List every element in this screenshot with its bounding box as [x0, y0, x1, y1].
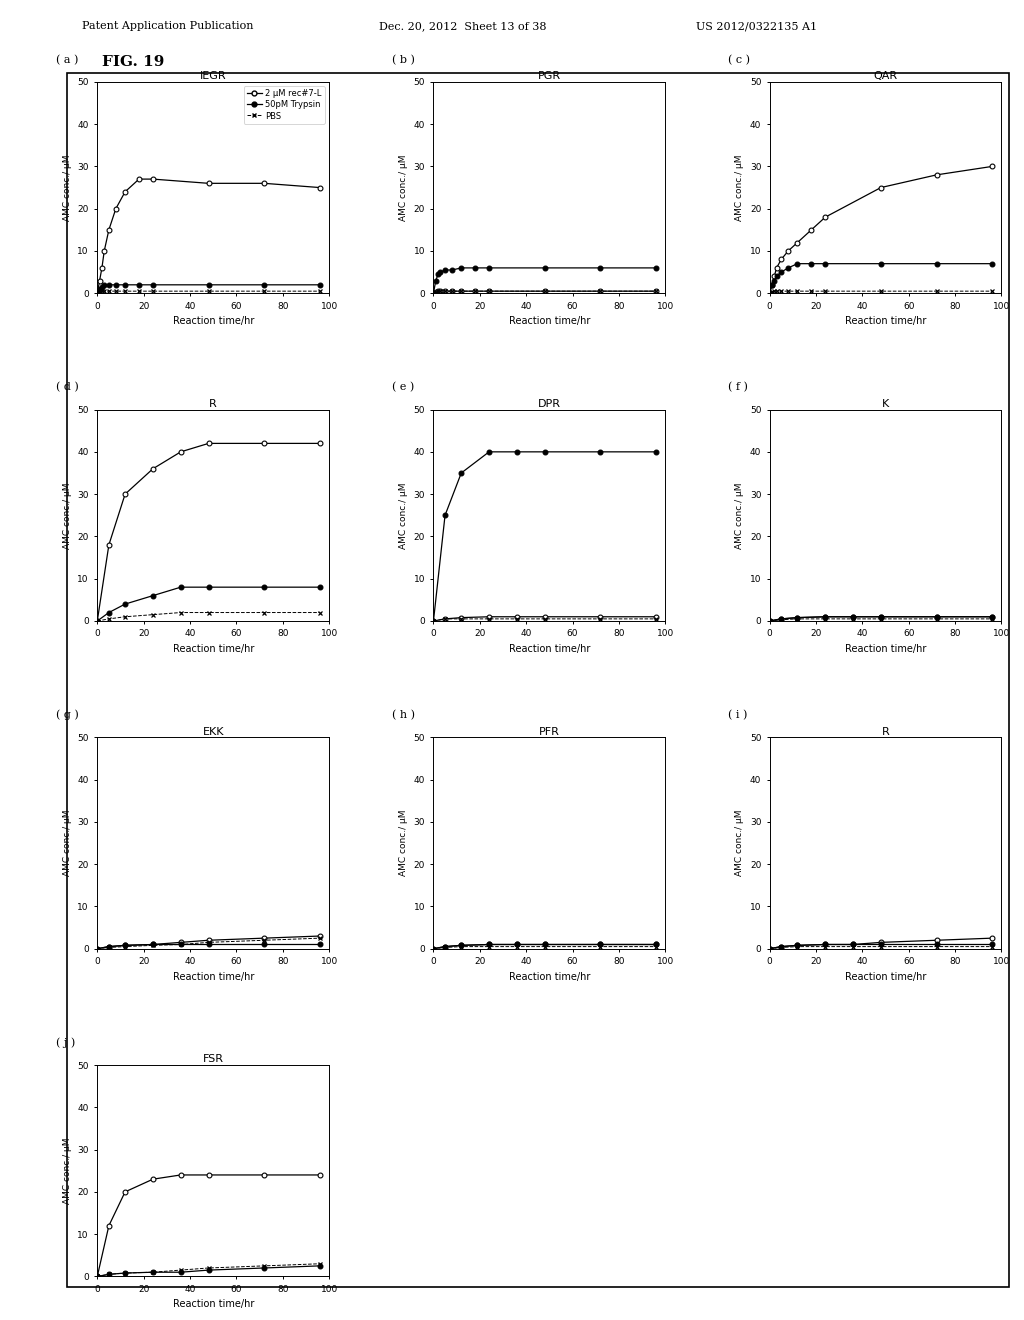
- X-axis label: Reaction time/hr: Reaction time/hr: [509, 317, 590, 326]
- Text: ( j ): ( j ): [55, 1038, 75, 1048]
- Title: DPR: DPR: [538, 399, 561, 409]
- Title: QAR: QAR: [873, 71, 898, 81]
- Text: ( c ): ( c ): [728, 54, 750, 65]
- Y-axis label: AMC conc./ μM: AMC conc./ μM: [62, 482, 72, 549]
- Text: US 2012/0322135 A1: US 2012/0322135 A1: [696, 21, 817, 32]
- Y-axis label: AMC conc./ μM: AMC conc./ μM: [735, 154, 744, 220]
- X-axis label: Reaction time/hr: Reaction time/hr: [509, 972, 590, 982]
- Legend: 2 μM rec#7-L, 50pM Trypsin, PBS: 2 μM rec#7-L, 50pM Trypsin, PBS: [244, 86, 325, 124]
- X-axis label: Reaction time/hr: Reaction time/hr: [172, 644, 254, 653]
- X-axis label: Reaction time/hr: Reaction time/hr: [845, 972, 927, 982]
- Y-axis label: AMC conc./ μM: AMC conc./ μM: [399, 154, 409, 220]
- Y-axis label: AMC conc./ μM: AMC conc./ μM: [62, 1138, 72, 1204]
- Y-axis label: AMC conc./ μM: AMC conc./ μM: [399, 482, 409, 549]
- Title: IEGR: IEGR: [200, 71, 226, 81]
- Y-axis label: AMC conc./ μM: AMC conc./ μM: [735, 809, 744, 876]
- Text: Dec. 20, 2012  Sheet 13 of 38: Dec. 20, 2012 Sheet 13 of 38: [379, 21, 547, 32]
- Y-axis label: AMC conc./ μM: AMC conc./ μM: [399, 809, 409, 876]
- X-axis label: Reaction time/hr: Reaction time/hr: [172, 972, 254, 982]
- Y-axis label: AMC conc./ μM: AMC conc./ μM: [62, 809, 72, 876]
- X-axis label: Reaction time/hr: Reaction time/hr: [845, 317, 927, 326]
- Title: R: R: [209, 399, 217, 409]
- Text: Patent Application Publication: Patent Application Publication: [82, 21, 253, 32]
- Y-axis label: AMC conc./ μM: AMC conc./ μM: [735, 482, 744, 549]
- Text: ( d ): ( d ): [55, 383, 78, 392]
- Title: PGR: PGR: [538, 71, 561, 81]
- X-axis label: Reaction time/hr: Reaction time/hr: [509, 644, 590, 653]
- Title: PFR: PFR: [539, 726, 560, 737]
- X-axis label: Reaction time/hr: Reaction time/hr: [845, 644, 927, 653]
- Text: FIG. 19: FIG. 19: [102, 55, 165, 70]
- Text: ( g ): ( g ): [55, 710, 78, 721]
- Title: EKK: EKK: [203, 726, 224, 737]
- Y-axis label: AMC conc./ μM: AMC conc./ μM: [62, 154, 72, 220]
- Title: K: K: [882, 399, 889, 409]
- Text: ( h ): ( h ): [392, 710, 415, 721]
- Text: ( e ): ( e ): [392, 383, 414, 392]
- X-axis label: Reaction time/hr: Reaction time/hr: [172, 1299, 254, 1309]
- X-axis label: Reaction time/hr: Reaction time/hr: [172, 317, 254, 326]
- Text: ( f ): ( f ): [728, 383, 748, 392]
- Text: ( i ): ( i ): [728, 710, 748, 721]
- Text: ( a ): ( a ): [55, 54, 78, 65]
- Title: FSR: FSR: [203, 1055, 223, 1064]
- Title: R: R: [882, 726, 890, 737]
- Text: ( b ): ( b ): [392, 54, 415, 65]
